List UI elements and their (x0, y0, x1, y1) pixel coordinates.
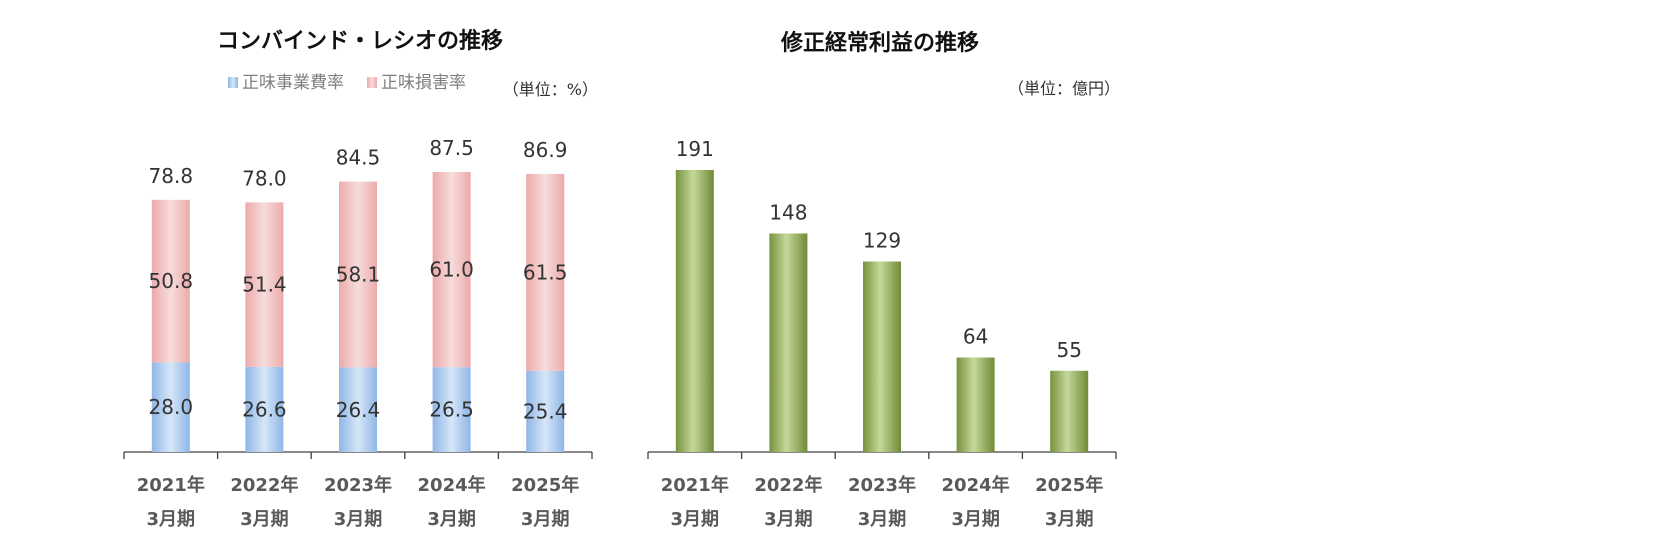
x-tick-label-period: 3月期 (671, 509, 720, 530)
bar-loss-ratio (432, 172, 471, 368)
legend-swatch-loss (367, 77, 377, 88)
x-tick-label-period: 3月期 (858, 509, 907, 530)
label-adjusted-ordinary-profit: 129 (863, 229, 901, 253)
bar-loss-ratio (245, 202, 284, 367)
label-loss-ratio: 61.5 (523, 260, 568, 284)
left-axis-ticks (123, 452, 593, 459)
x-tick-label-period: 3月期 (147, 509, 196, 530)
bar-loss-ratio (526, 173, 565, 371)
left-chart-unit: （単位：%） (503, 80, 598, 99)
x-tick-label-year: 2025年 (1035, 474, 1103, 496)
bar-adjusted-ordinary-profit (956, 357, 995, 452)
label-combined-ratio-total: 86.9 (523, 138, 568, 162)
label-expense-ratio: 28.0 (149, 395, 194, 419)
label-combined-ratio-total: 84.5 (336, 146, 381, 170)
x-tick-label-period: 3月期 (427, 509, 476, 530)
bar-expense-ratio (526, 370, 565, 452)
label-loss-ratio: 50.8 (149, 269, 194, 293)
x-tick-label-year: 2025年 (511, 474, 579, 496)
bar-expense-ratio (432, 367, 471, 452)
label-expense-ratio: 26.6 (242, 397, 287, 421)
bar-loss-ratio (151, 199, 190, 363)
legend-label-loss: 正味損害率 (381, 73, 466, 93)
label-expense-ratio: 26.5 (429, 398, 474, 422)
x-tick-label-period: 3月期 (334, 509, 383, 530)
legend-swatch-expense (228, 77, 238, 88)
label-combined-ratio-total: 78.0 (242, 166, 287, 190)
right-axis-ticks (647, 452, 1117, 459)
bar-expense-ratio (339, 367, 377, 452)
x-tick-label-year: 2021年 (137, 474, 205, 496)
label-adjusted-ordinary-profit: 191 (676, 137, 714, 161)
x-tick-label-period: 3月期 (521, 509, 570, 530)
right-chart-title: 修正経常利益の推移 (780, 30, 979, 56)
x-tick-label-year: 2024年 (942, 474, 1010, 496)
legend-label-expense: 正味事業費率 (242, 73, 344, 93)
label-combined-ratio-total: 87.5 (429, 136, 474, 160)
label-expense-ratio: 25.4 (523, 399, 568, 423)
x-tick-label-year: 2021年 (661, 474, 729, 496)
x-tick-label-year: 2022年 (230, 474, 298, 496)
label-expense-ratio: 26.4 (336, 398, 381, 422)
bar-expense-ratio (245, 366, 284, 452)
x-tick-label-year: 2024年 (418, 474, 486, 496)
label-loss-ratio: 51.4 (242, 273, 287, 297)
x-tick-label-period: 3月期 (240, 509, 289, 530)
bar-loss-ratio (339, 181, 377, 368)
left-chart-title: コンバインド・レシオの推移 (217, 28, 503, 54)
label-loss-ratio: 58.1 (336, 263, 381, 287)
label-combined-ratio-total: 78.8 (149, 164, 194, 188)
label-loss-ratio: 61.0 (429, 258, 474, 282)
left-chart-bars (151, 172, 565, 452)
bar-adjusted-ordinary-profit (675, 170, 714, 452)
bar-adjusted-ordinary-profit (769, 233, 808, 452)
right-chart-unit: （単位：億円） (1008, 79, 1120, 98)
left-chart-labels: 28.0 50.8 78.8 26.6 51.4 78.0 26.4 58.1 84.5 26.5… (137, 136, 580, 530)
x-tick-label-period: 3月期 (764, 509, 813, 530)
label-adjusted-ordinary-profit: 55 (1056, 338, 1081, 362)
bar-adjusted-ordinary-profit (1050, 370, 1089, 452)
x-tick-label-year: 2023年 (324, 474, 392, 496)
right-chart-bars (675, 170, 1089, 452)
x-tick-label-period: 3月期 (1045, 509, 1094, 530)
x-tick-label-year: 2022年 (754, 474, 822, 496)
bar-expense-ratio (151, 362, 190, 452)
label-adjusted-ordinary-profit: 148 (769, 200, 807, 224)
label-adjusted-ordinary-profit: 64 (963, 325, 988, 349)
bar-adjusted-ordinary-profit (863, 261, 901, 452)
right-chart-labels: 191 148 129 64 55 2021年 3月期 2022年 3月期 2023年 3月期 202… (661, 137, 1104, 530)
x-tick-label-year: 2023年 (848, 474, 916, 496)
x-tick-label-period: 3月期 (951, 509, 1000, 530)
